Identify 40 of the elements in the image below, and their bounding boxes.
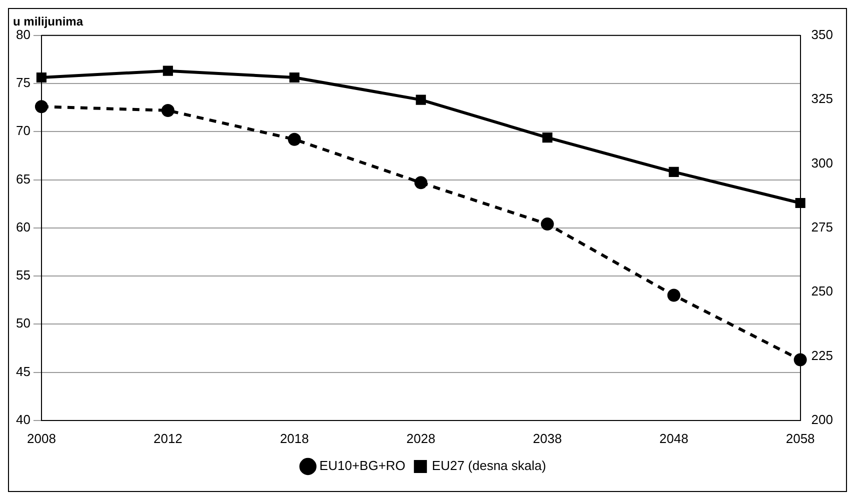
y2-tick-label: 250 — [811, 284, 834, 299]
point — [162, 66, 173, 76]
x-tick-label: 2012 — [153, 430, 182, 446]
point — [414, 176, 428, 190]
x-tick-label: 2008 — [27, 430, 56, 446]
point — [36, 72, 46, 83]
y-tick-label: 60 — [16, 219, 30, 234]
y2-tick-label: 200 — [811, 412, 834, 427]
y-tick-label: 50 — [16, 316, 30, 331]
legend-label: EU27 (desna skala) — [432, 458, 546, 474]
point — [795, 198, 806, 208]
point — [794, 353, 807, 366]
point — [542, 132, 552, 143]
x-tick-label: 2058 — [786, 430, 815, 446]
y2-tick-label: 300 — [811, 155, 834, 170]
x-tick-label: 2048 — [659, 430, 688, 446]
x-tick-label: 2028 — [406, 430, 436, 446]
y-tick-label: 40 — [16, 412, 30, 427]
y-tick-label: 70 — [16, 123, 30, 138]
point — [289, 72, 300, 83]
point — [668, 166, 679, 177]
point — [540, 218, 554, 231]
y2-tick-label: 225 — [811, 348, 834, 363]
y-tick-label: 55 — [16, 268, 30, 283]
y2-tick-label: 275 — [811, 219, 834, 234]
legend-label: EU10+BG+RO — [319, 458, 406, 474]
y2-tick-label: 350 — [811, 26, 834, 42]
y-axis-title: u milijunima — [13, 14, 84, 29]
point — [161, 104, 174, 117]
point — [416, 94, 426, 105]
x-tick-label: 2038 — [532, 430, 562, 446]
x-tick-label: 2018 — [280, 430, 309, 446]
y-tick-label: 45 — [16, 364, 30, 379]
point — [34, 100, 48, 114]
point — [288, 132, 301, 146]
y-tick-label: 75 — [16, 75, 30, 90]
y-tick-label: 80 — [16, 26, 30, 42]
y2-tick-label: 325 — [811, 91, 834, 106]
y-tick-label: 65 — [16, 171, 30, 186]
point — [667, 288, 680, 302]
